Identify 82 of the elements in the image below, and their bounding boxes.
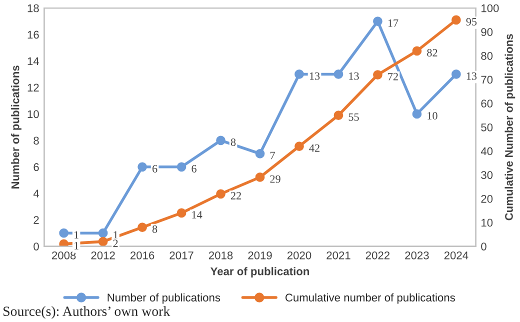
data-label: 22 (230, 192, 241, 200)
y2-tick-label: 70 (481, 76, 493, 84)
x-tick-label: 2023 (405, 251, 429, 260)
data-label: 7 (270, 152, 275, 160)
y-tick-label: 2 (34, 216, 39, 224)
point (138, 222, 147, 232)
point (176, 208, 186, 218)
data-label: 13 (466, 72, 477, 80)
x-tick-label: 2008 (52, 251, 76, 260)
x-tick-label: 2021 (326, 251, 350, 260)
data-label: 55 (348, 113, 359, 121)
y2-axis-title: Cumulative Number of publications (504, 34, 516, 220)
point (294, 142, 304, 151)
source-note: Source(s): Authors’ own work (4, 306, 170, 319)
y2-tick-label: 10 (482, 218, 493, 227)
data-label: 1 (74, 231, 78, 239)
point (176, 162, 186, 172)
point (255, 148, 265, 158)
data-label: 2 (113, 240, 118, 248)
point (334, 110, 344, 120)
point (216, 136, 226, 146)
y-tick-label: 18 (28, 4, 39, 12)
point (451, 70, 461, 79)
y-tick-label: 0 (34, 242, 39, 250)
x-tick-label: 2022 (366, 251, 390, 260)
data-label: 82 (427, 49, 438, 56)
point (98, 236, 108, 246)
y2-tick-label: 50 (481, 123, 493, 132)
y2-tick-label: 100 (482, 4, 499, 12)
point (451, 15, 461, 25)
y-tick-label: 12 (28, 84, 39, 92)
legend-label: Cumulative number of publications (285, 293, 455, 304)
y2-tick-label: 20 (481, 194, 493, 203)
x-tick-label: 2017 (170, 251, 194, 260)
y-tick-label: 4 (33, 190, 40, 198)
point (334, 70, 344, 79)
point (412, 109, 422, 119)
y2-tick-label: 30 (481, 171, 493, 179)
x-tick-label: 2018 (208, 251, 233, 260)
data-label: 6 (192, 164, 196, 172)
y-tick-label: 16 (28, 30, 39, 39)
y-tick-label: 14 (28, 57, 40, 66)
x-tick-label: 2020 (287, 251, 312, 260)
data-label: 10 (428, 112, 438, 120)
data-label: 1 (114, 231, 118, 239)
y-tick-label: 10 (28, 110, 39, 118)
data-label: 72 (388, 72, 398, 80)
y-axis-title: Number of publications (11, 66, 22, 188)
point (373, 16, 382, 26)
point (294, 70, 304, 79)
data-label: 95 (466, 18, 477, 26)
point (98, 228, 108, 238)
data-label: 1 (74, 242, 78, 250)
point (255, 172, 265, 182)
y2-tick-label: 0 (481, 242, 486, 250)
y2-tick-label: 60 (481, 100, 493, 108)
point (373, 70, 382, 80)
data-label: 42 (309, 144, 320, 152)
data-label: 17 (388, 19, 398, 27)
y-tick-label: 8 (34, 136, 39, 145)
x-tick-label: 2012 (91, 251, 115, 260)
x-tick-label: 2024 (444, 251, 468, 260)
point (59, 239, 69, 246)
point (138, 162, 147, 172)
x-tick-label: 2019 (248, 251, 272, 260)
y2-tick-label: 80 (481, 52, 493, 60)
data-label: 13 (349, 72, 359, 80)
y2-tick-label: 40 (480, 147, 493, 156)
data-label: 14 (192, 211, 202, 218)
data-label: 8 (230, 138, 236, 146)
point (412, 46, 422, 56)
x-tick-label: 2016 (130, 251, 154, 260)
y2-tick-label: 90 (481, 28, 493, 36)
data-label: 13 (310, 72, 320, 80)
point (59, 228, 69, 238)
point (216, 189, 226, 199)
data-label: 6 (152, 164, 158, 172)
x-axis-title: Year of publication (210, 267, 310, 278)
data-label: 8 (152, 225, 158, 233)
data-label: 29 (270, 175, 280, 183)
legend-label: Number of publications (108, 293, 220, 304)
y-tick-label: 6 (34, 163, 39, 172)
